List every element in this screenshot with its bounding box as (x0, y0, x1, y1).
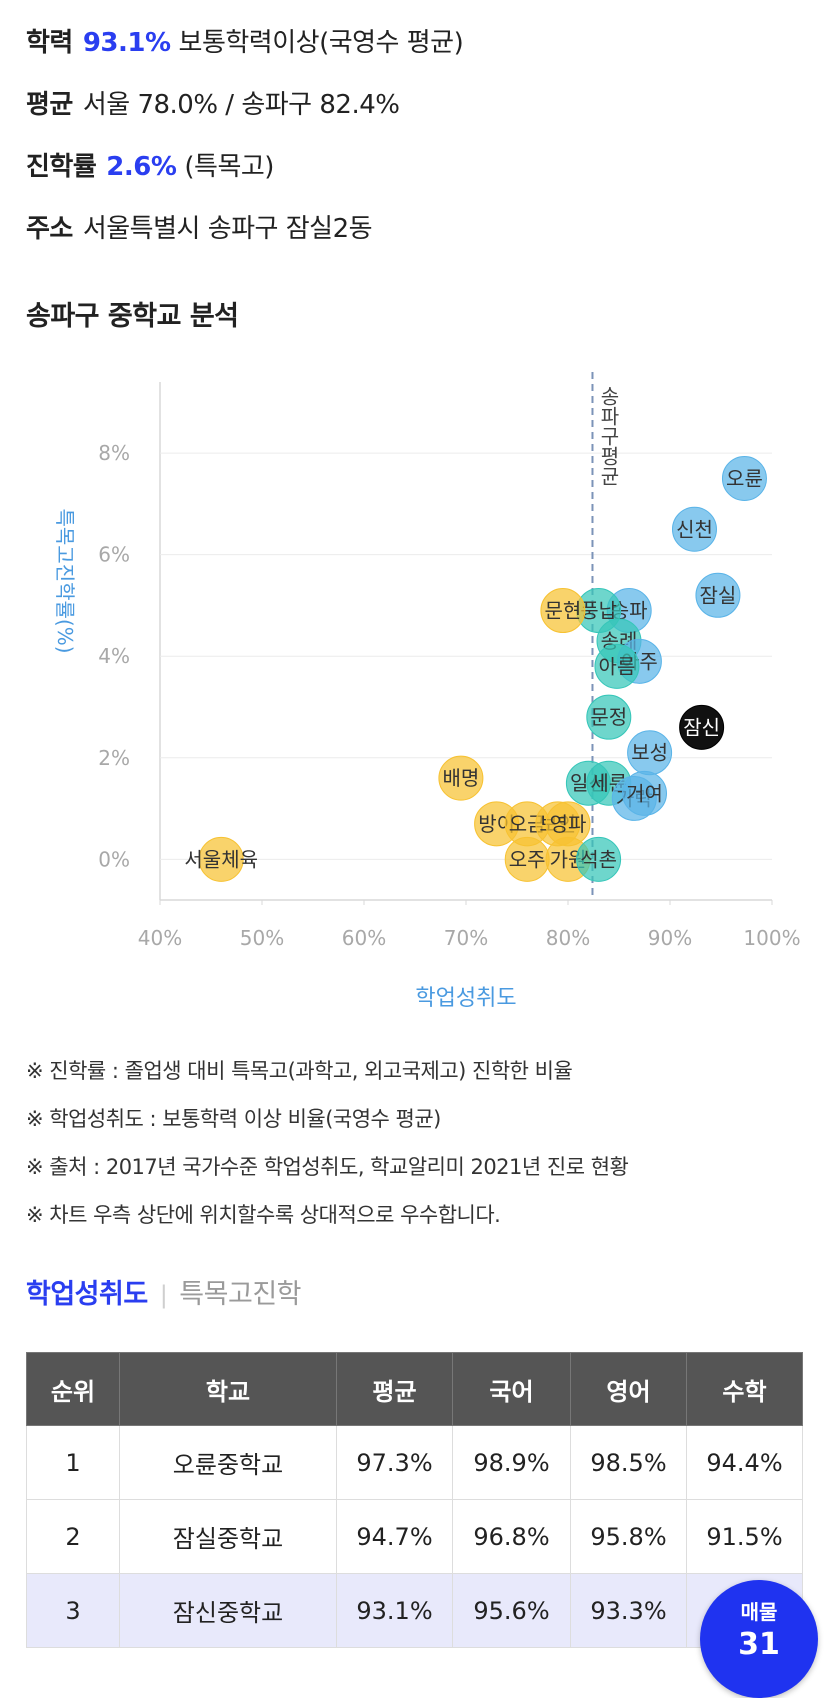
advancement-line: 진학률 2.6% (특목고) (26, 146, 274, 183)
cell-english: 93.3% (570, 1573, 687, 1648)
data-point-label: 문현 (544, 599, 581, 623)
data-point-label: 배명 (442, 766, 479, 790)
cell-average: 94.7% (336, 1499, 453, 1574)
tab-achievement[interactable]: 학업성취도 (26, 1279, 148, 1310)
advancement-value: 2.6% (106, 152, 177, 182)
x-tick-label: 50% (240, 926, 284, 950)
data-point-label: 보성 (631, 741, 668, 765)
listings-fab-button[interactable]: 매물 31 (700, 1580, 818, 1698)
header-math: 수학 (686, 1352, 803, 1426)
reference-line-label: 송파구평균 (596, 386, 620, 486)
data-point-label: 석촌 (580, 847, 617, 871)
note-source: ※ 출처 : 2017년 국가수준 학업성취도, 학교알리미 2021년 진로 … (26, 1155, 629, 1179)
y-axis-label: 특목고진학률(%) (53, 508, 77, 653)
data-point (438, 755, 484, 801)
achievement-label: 학력 (26, 28, 73, 58)
x-tick-label: 80% (546, 926, 590, 950)
note-achievement: ※ 학업성취도 : 보통학력 이상 비율(국영수 평균) (26, 1107, 441, 1131)
x-tick-label: 40% (138, 926, 182, 950)
data-point (679, 704, 725, 750)
y-tick-label: 0% (98, 847, 130, 871)
data-point (721, 455, 767, 501)
x-axis-label: 학업성취도 (415, 986, 516, 1010)
data-point-label: 문정 (590, 705, 627, 729)
data-point (586, 694, 632, 740)
average-desc: 서울 78.0% / 송파구 82.4% (82, 90, 400, 120)
y-tick-label: 6% (98, 543, 130, 567)
data-point-label: 풍납 (580, 599, 617, 623)
data-point-label: 신천 (676, 517, 713, 541)
data-point-label: 거여 (626, 781, 663, 805)
advancement-desc: (특목고) (184, 152, 274, 182)
tab-separator: | (159, 1281, 168, 1309)
cell-school: 오륜중학교 (119, 1425, 337, 1500)
fab-label: 매물 (740, 1600, 778, 1624)
y-tick-label: 4% (98, 644, 130, 668)
table-row-highlighted[interactable]: 3 잠신중학교 93.1% 95.6% 93.3% (26, 1573, 803, 1648)
achievement-value: 93.1% (82, 28, 171, 58)
data-point (540, 588, 586, 634)
ranking-tabs: 학업성취도 | 특목고진학 (26, 1272, 301, 1311)
average-label: 평균 (26, 90, 73, 120)
cell-english: 98.5% (570, 1425, 687, 1500)
address-value: 서울특별시 송파구 잠실2동 (82, 214, 373, 244)
achievement-desc: 보통학력이상(국영수 평균) (178, 28, 464, 58)
section-title: 송파구 중학교 분석 (26, 301, 239, 332)
data-point-label: 아름 (599, 654, 636, 678)
achievement-line: 학력 93.1% 보통학력이상(국영수 평균) (26, 22, 464, 59)
cell-average: 97.3% (336, 1425, 453, 1500)
data-point-label: 잠신 (683, 715, 720, 739)
data-point-label: 서울체육 (184, 847, 258, 871)
cell-korean: 95.6% (452, 1573, 571, 1648)
header-rank: 순위 (26, 1352, 120, 1426)
ranking-table: 순위 학교 평균 국어 영어 수학 1 오륜중학교 97.3% 98.9% 98… (26, 1352, 803, 1648)
data-point (198, 836, 244, 882)
data-point-label: 오주 (509, 847, 546, 871)
data-point-label: 오륜 (726, 466, 763, 490)
note-advancement: ※ 진학률 : 졸업생 대비 특목고(과학고, 외고국제고) 진학한 비율 (26, 1059, 573, 1083)
tab-special-school[interactable]: 특목고진학 (179, 1279, 301, 1310)
cell-rank: 3 (26, 1573, 120, 1648)
note-position: ※ 차트 우측 상단에 위치할수록 상대적으로 우수합니다. (26, 1203, 501, 1227)
table-header-row: 순위 학교 평균 국어 영어 수학 (26, 1352, 803, 1426)
average-line: 평균 서울 78.0% / 송파구 82.4% (26, 84, 400, 121)
header-average: 평균 (336, 1352, 453, 1426)
x-tick-label: 60% (342, 926, 386, 950)
cell-korean: 96.8% (452, 1499, 571, 1574)
data-point (576, 836, 622, 882)
data-point (671, 506, 717, 552)
cell-rank: 2 (26, 1499, 120, 1574)
scatter-chart: 0% 2% 4% 6% 8% 40% 50% 60% 70% 80% 90% 100% 송파구평균학업성… (53, 372, 801, 1010)
data-point (695, 572, 741, 618)
header-english: 영어 (570, 1352, 687, 1426)
table-row[interactable]: 2 잠실중학교 94.7% 96.8% 95.8% 91.5% (26, 1499, 803, 1574)
cell-school: 잠신중학교 (119, 1573, 337, 1648)
cell-math: 94.4% (686, 1425, 803, 1500)
data-point-label: 영파 (550, 812, 587, 836)
y-tick-label: 8% (98, 441, 130, 465)
table-row[interactable]: 1 오륜중학교 97.3% 98.9% 98.5% 94.4% (26, 1425, 803, 1500)
address-line: 주소 서울특별시 송파구 잠실2동 (26, 208, 373, 245)
fab-count: 31 (738, 1627, 780, 1662)
cell-english: 95.8% (570, 1499, 687, 1574)
header-korean: 국어 (452, 1352, 571, 1426)
y-tick-label: 2% (98, 746, 130, 770)
data-point (594, 643, 640, 689)
x-tick-label: 100% (743, 926, 800, 950)
cell-math: 91.5% (686, 1499, 803, 1574)
cell-rank: 1 (26, 1425, 120, 1500)
x-tick-label: 90% (648, 926, 692, 950)
header-school: 학교 (119, 1352, 337, 1426)
x-tick-label: 70% (444, 926, 488, 950)
data-point (622, 770, 667, 816)
data-point-label: 잠실 (700, 583, 737, 607)
advancement-label: 진학률 (26, 152, 97, 182)
cell-average: 93.1% (336, 1573, 453, 1648)
address-label: 주소 (26, 214, 73, 244)
cell-school: 잠실중학교 (119, 1499, 337, 1574)
cell-korean: 98.9% (452, 1425, 571, 1500)
